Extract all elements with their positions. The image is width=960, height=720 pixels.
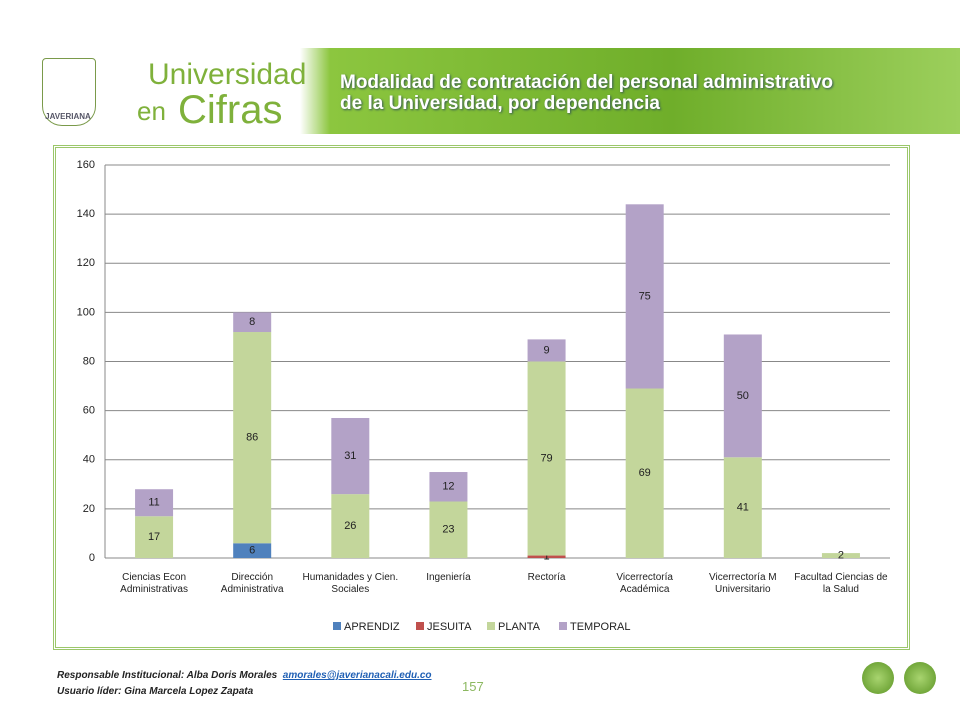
data-label: 6 [249,545,255,557]
data-label: 26 [344,520,356,532]
legend-swatch [559,622,567,630]
home-button[interactable] [904,662,936,694]
y-tick-label: 0 [89,552,95,564]
bar-segment [135,489,174,517]
data-label: 1 [544,551,550,563]
header-band [0,48,960,134]
responsible: Responsable Institucional: Alba Doris Mo… [57,670,278,681]
data-label: 69 [639,467,651,479]
data-label: 31 [344,450,356,462]
y-tick-label: 20 [83,503,95,515]
chart-frame [53,145,910,650]
bar-segment [135,516,174,558]
crest-text: JAVERIANA [45,112,91,121]
y-tick-label: 120 [77,257,95,269]
bar-segment [625,204,664,389]
bar-segment [331,494,370,558]
data-label: 79 [540,452,552,464]
x-tick-label: Facultad Ciencias de la Salud [794,572,888,595]
data-label: 17 [148,531,160,543]
bar-segment [331,417,370,495]
crest [42,58,96,126]
footer-text: Responsable Institucional: Alba Doris Mo… [57,670,432,681]
data-label: 86 [246,432,258,444]
data-label: 23 [442,524,454,536]
page-number: 157 [462,679,484,694]
data-label: 11 [148,497,159,509]
brand: en [137,96,166,126]
y-tick-label: 160 [77,159,95,171]
bar-segment [527,555,566,558]
slide-title: Modalidad de contratación del personal a… [340,72,834,114]
data-label: 75 [639,290,651,302]
bar-segment [429,472,468,502]
bar-segment [723,457,762,558]
x-tick-label: Ciencias Econ Administrativas [120,572,188,595]
x-tick-label: Rectoría [527,572,566,583]
x-tick-label: Ingeniería [426,572,471,583]
bar-segment [821,553,860,558]
y-tick-label: 140 [77,208,95,220]
data-label: 9 [544,344,550,356]
legend-label: APRENDIZ [344,621,400,633]
y-tick-label: 80 [83,355,95,367]
bar-segment [625,388,664,558]
data-label: 50 [737,390,749,402]
bar-segment [527,339,566,362]
legend-label: JESUITA [427,621,472,633]
back-button[interactable] [862,662,894,694]
legend-swatch [333,622,341,630]
bar-segment [233,543,272,558]
data-label: 2 [838,549,844,561]
legend-label: PLANTA [498,621,541,633]
y-tick-label: 100 [77,306,95,318]
x-tick-label: Vicerrectoría M Universitario [709,572,777,595]
x-tick-label: Vicerrectoría Académica [616,572,673,595]
legend-label: TEMPORAL [570,621,631,633]
legend-swatch [416,622,424,630]
leader: Usuario líder: Gina Marcela Lopez Zapata [57,686,254,697]
bar-segment [233,332,272,544]
x-tick-label: Dirección Administrativa [220,572,284,595]
data-label: 41 [737,502,749,514]
data-label: 12 [442,481,454,493]
bar-segment [723,334,762,458]
brand: Cifras [178,88,283,132]
bar-segment [527,361,566,556]
bar-segment [429,501,468,558]
x-tick-label: Humanidades y Cien. Sociales [302,572,399,595]
legend-swatch [487,622,495,630]
y-tick-label: 40 [83,454,95,466]
y-tick-label: 60 [83,405,95,417]
brand: Universidad [148,58,307,91]
data-label: 8 [249,316,255,328]
bar-segment [233,312,272,333]
email-link[interactable]: amorales@javerianacali.edu.co [282,670,432,681]
